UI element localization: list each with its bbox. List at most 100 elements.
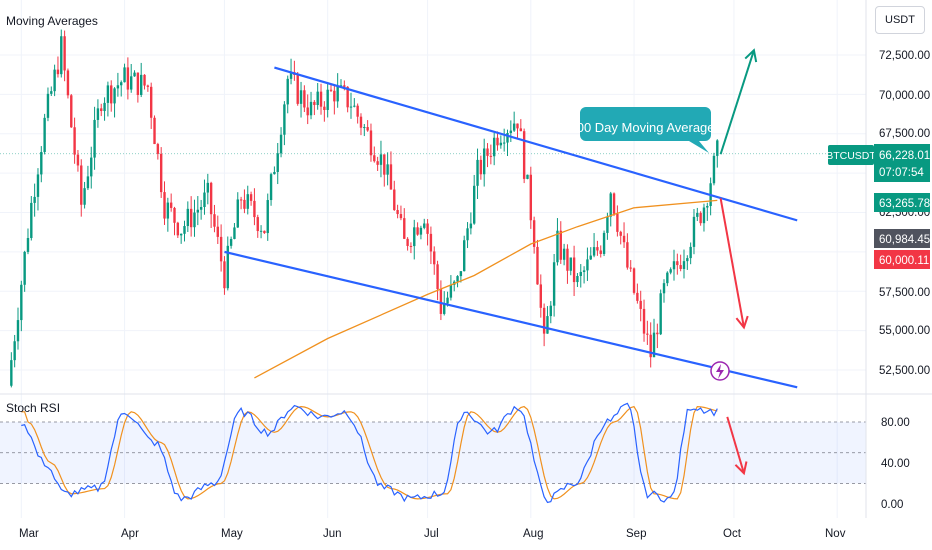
candle-body <box>716 140 719 156</box>
candle-body <box>206 182 209 193</box>
candle-body <box>279 134 283 154</box>
candle-body <box>542 307 546 334</box>
candle-body <box>306 107 309 116</box>
candle-body <box>319 91 323 107</box>
candle-body <box>309 101 313 116</box>
candle-body <box>612 193 616 214</box>
candle-body <box>449 284 453 298</box>
candle-body <box>426 223 429 234</box>
candle-body <box>579 271 582 276</box>
candle-body <box>169 202 173 208</box>
candle-body <box>273 171 276 175</box>
candle-body <box>183 226 186 234</box>
x-tick-label: Jun <box>323 528 342 540</box>
candle-body <box>296 74 299 104</box>
candle-body <box>642 308 646 334</box>
candle-body <box>269 174 273 201</box>
candle-body <box>423 223 426 228</box>
y-tick-label: 72,500.00 <box>879 50 930 62</box>
candle-body <box>572 257 576 283</box>
candle-body <box>403 218 406 239</box>
candle-body <box>126 67 130 90</box>
candle-body <box>186 208 190 227</box>
candle-body <box>539 284 542 308</box>
candle-body <box>626 242 629 268</box>
candle-body <box>456 276 459 282</box>
candle-body <box>229 238 233 246</box>
candle-body <box>10 360 13 386</box>
candle-body <box>110 85 113 104</box>
candle-body <box>13 341 16 361</box>
candle-body <box>363 127 366 129</box>
time-axis[interactable]: Mar Apr May Jun Jul Aug Sep Oct Nov <box>19 528 846 540</box>
candle-body <box>686 258 689 262</box>
event-badge[interactable] <box>710 361 730 381</box>
candle-body <box>592 247 596 256</box>
candle-body <box>509 130 513 134</box>
candle-body <box>466 228 469 241</box>
candle-body <box>326 89 329 110</box>
stoch-rsi-title[interactable]: Stoch RSI <box>6 401 60 415</box>
ma-callout[interactable]: 200 Day Moving Average <box>569 107 715 153</box>
candle-body <box>376 161 379 165</box>
rsi-tick-label: 40.00 <box>881 458 910 470</box>
candle-body <box>532 220 536 247</box>
candle-body <box>53 69 56 92</box>
candle-body <box>406 238 409 246</box>
price-labels[interactable]: BTCUSDT 66,228.01 07:07:54 63,265.78 60,… <box>826 144 930 269</box>
candle-body <box>253 200 256 218</box>
candle-body <box>393 189 396 211</box>
candle-body <box>549 305 552 317</box>
indicator-title[interactable]: Moving Averages <box>6 14 98 28</box>
candle-body <box>666 272 669 284</box>
candle-body <box>103 102 106 112</box>
candle-body <box>193 212 196 228</box>
price-axis[interactable]: 72,500.00 70,000.00 67,500.00 62,500.00 … <box>879 50 930 377</box>
candle-body <box>656 332 659 335</box>
candle-body <box>632 268 636 293</box>
candle-body <box>662 283 666 294</box>
candle-body <box>40 152 43 175</box>
candle-body <box>136 72 140 95</box>
symbol-tag: BTCUSDT <box>826 150 876 162</box>
candle-body <box>70 95 73 128</box>
x-tick-label: Aug <box>523 528 543 540</box>
candle-body <box>283 104 286 135</box>
candle-body <box>173 207 176 223</box>
candle-body <box>163 192 166 219</box>
candle-body <box>233 227 236 239</box>
candle-body <box>676 261 679 266</box>
y-tick-label: 70,000.00 <box>879 90 930 102</box>
candle-body <box>486 148 489 156</box>
candle-body <box>243 199 246 209</box>
y-tick-label: 67,500.00 <box>879 128 930 140</box>
currency-selector[interactable]: USDT <box>875 6 925 34</box>
candle-body <box>133 72 136 77</box>
rsi-axis[interactable]: 80.00 40.00 0.00 <box>881 417 910 511</box>
candle-body <box>23 251 26 285</box>
candle-body <box>120 82 123 86</box>
candle-body <box>476 159 479 186</box>
last-price-label: 66,228.01 <box>879 150 930 162</box>
candle-body <box>526 174 529 179</box>
candle-body <box>30 202 33 239</box>
candle-body <box>599 250 602 254</box>
candle-body <box>140 74 143 95</box>
x-tick-label: Oct <box>723 528 742 540</box>
candle-body <box>649 334 652 358</box>
candle-body <box>156 144 160 154</box>
candle-body <box>609 193 612 217</box>
candle-body <box>100 108 103 112</box>
grey-level-label: 60,984.45 <box>879 234 930 246</box>
candle-body <box>552 262 556 306</box>
candle-body <box>223 261 226 289</box>
candle-body <box>446 297 449 304</box>
candle-body <box>413 227 416 247</box>
candle-body <box>199 207 203 210</box>
candle-body <box>96 108 100 120</box>
stoch-rsi-d-line <box>21 405 718 500</box>
y-tick-label: 52,500.00 <box>879 365 930 377</box>
projection-arrows <box>719 48 758 476</box>
symbol-tag-bg <box>828 145 874 165</box>
